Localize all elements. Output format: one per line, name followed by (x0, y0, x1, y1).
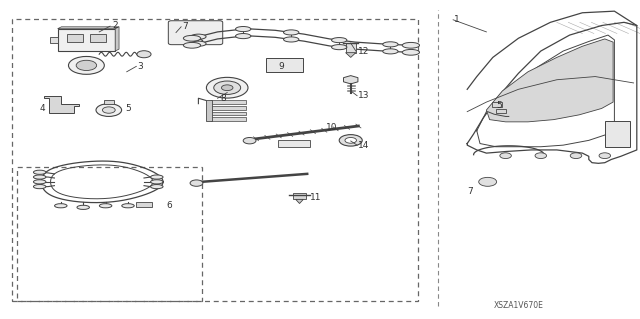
Polygon shape (344, 76, 358, 84)
Bar (58, 29, 115, 51)
Polygon shape (296, 199, 303, 204)
Circle shape (345, 137, 356, 143)
Bar (605, 121, 630, 147)
Text: 1: 1 (454, 15, 460, 24)
Bar (492, 102, 502, 107)
Text: 14: 14 (358, 141, 370, 150)
Circle shape (102, 107, 115, 113)
Text: 6: 6 (166, 201, 172, 210)
Ellipse shape (284, 30, 299, 35)
Ellipse shape (403, 49, 420, 55)
Text: XSZA1V670E: XSZA1V670E (493, 301, 543, 310)
Bar (211, 112, 246, 115)
Ellipse shape (33, 184, 46, 189)
Bar (136, 202, 152, 207)
Ellipse shape (383, 42, 398, 47)
Bar (293, 193, 306, 199)
Bar (346, 43, 356, 53)
Ellipse shape (33, 180, 46, 184)
Polygon shape (346, 53, 356, 57)
Bar (211, 106, 246, 110)
Ellipse shape (122, 204, 134, 208)
Bar (104, 100, 114, 104)
Ellipse shape (33, 170, 46, 174)
Ellipse shape (206, 77, 248, 98)
Text: 8: 8 (221, 94, 227, 103)
Ellipse shape (54, 204, 67, 208)
Circle shape (599, 153, 611, 159)
Text: 9: 9 (278, 63, 284, 71)
Ellipse shape (191, 41, 206, 46)
Circle shape (190, 180, 203, 186)
Ellipse shape (150, 184, 163, 189)
Text: 3: 3 (138, 63, 143, 71)
Circle shape (500, 153, 511, 159)
Polygon shape (44, 96, 79, 113)
Circle shape (76, 60, 97, 70)
Ellipse shape (77, 205, 90, 210)
Text: 5: 5 (496, 101, 502, 110)
FancyBboxPatch shape (168, 21, 223, 45)
Bar (266, 58, 303, 72)
Text: 11: 11 (310, 193, 322, 202)
Circle shape (535, 153, 547, 159)
Ellipse shape (214, 81, 241, 94)
Text: 10: 10 (326, 123, 338, 132)
Circle shape (339, 135, 362, 146)
Bar (12, 19, 418, 301)
Ellipse shape (383, 49, 398, 54)
Bar (90, 34, 106, 42)
Ellipse shape (184, 42, 201, 48)
Ellipse shape (184, 35, 201, 41)
Circle shape (96, 104, 122, 116)
Text: 7: 7 (467, 187, 473, 196)
Bar (496, 109, 506, 113)
Ellipse shape (150, 175, 163, 179)
Ellipse shape (33, 175, 46, 179)
Bar (211, 100, 246, 104)
Text: 2: 2 (112, 21, 118, 30)
Text: 4: 4 (40, 104, 45, 113)
Ellipse shape (191, 34, 206, 39)
Ellipse shape (221, 85, 233, 91)
Circle shape (68, 56, 104, 74)
Ellipse shape (403, 42, 420, 48)
Circle shape (137, 51, 151, 58)
Bar (206, 100, 212, 121)
Text: 13: 13 (358, 91, 370, 100)
Circle shape (570, 153, 582, 159)
Ellipse shape (284, 37, 299, 42)
Bar (67, 34, 83, 42)
Text: 12: 12 (358, 47, 370, 56)
Ellipse shape (332, 45, 347, 50)
Bar (50, 37, 58, 43)
Polygon shape (115, 27, 119, 51)
Circle shape (243, 137, 256, 144)
Bar (17, 167, 202, 301)
Text: 5: 5 (125, 104, 131, 113)
Text: 7: 7 (182, 22, 188, 31)
Circle shape (479, 177, 497, 186)
Ellipse shape (236, 26, 251, 32)
Ellipse shape (236, 33, 251, 39)
Ellipse shape (99, 204, 112, 208)
Bar (278, 140, 310, 147)
Bar (211, 117, 246, 121)
Ellipse shape (150, 180, 163, 184)
Polygon shape (58, 27, 119, 29)
Ellipse shape (332, 38, 347, 43)
Polygon shape (486, 39, 613, 122)
